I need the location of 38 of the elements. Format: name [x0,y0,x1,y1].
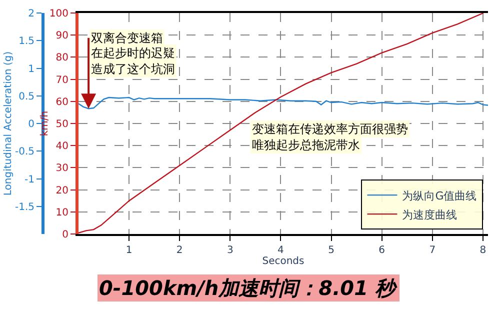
annotation: 变速箱在传递效率方面很强势 [252,122,408,136]
x-tick-label: 7 [429,245,436,256]
y-tick-label: 0 [28,119,35,130]
y-tick-label: 2 [28,8,35,20]
x-tick-label: 1 [126,245,132,256]
y2-axis-title: km/h [39,110,50,136]
y2-tick-label: 10 [56,207,68,218]
y2-tick-label: 20 [56,185,68,196]
y-tick-label: 1 [28,64,35,75]
legend-label: 为纵向G值曲线 [402,189,477,202]
legend-label: 为速度曲线 [402,208,458,222]
y-tick-label: -0.5 [15,146,35,158]
y2-tick-label: 80 [56,52,68,64]
y-tick-label: -1 [24,174,35,186]
x-tick-label: 8 [480,245,486,256]
y2-tick-label: 70 [56,74,68,86]
y2-tick-label: 40 [56,141,68,152]
x-tick-label: 6 [378,245,386,256]
y-tick-label: 0.5 [18,91,35,102]
x-axis-title: Seconds [262,256,304,267]
annotation: 唯独起步总拖泥带水 [252,138,360,152]
y2-tick-label: 30 [56,163,68,174]
y2-tick-label: 100 [49,8,68,20]
x-tick-label: 4 [278,245,284,256]
x-tick-label: 3 [226,245,234,256]
x-tick-label: 2 [176,245,183,256]
annotation: 造成了这个坑洞 [91,62,175,76]
text: 0-100km/h加速时间：8.01 秒 [99,276,398,300]
x-tick-label: 5 [328,245,334,256]
y-axis-title: Longitudinal Acceleration (g) [3,51,14,196]
annotation: 双离合变速箱 [91,31,163,45]
annotation: 在起步时的迟疑 [91,46,175,60]
y-tick-label: 1.5 [18,36,35,48]
y-tick-label: -1.5 [15,202,35,213]
y2-tick-label: 60 [56,96,68,108]
y2-tick-label: 90 [56,30,68,42]
y2-tick-label: 0 [62,230,68,240]
y2-tick-label: 50 [56,119,68,130]
